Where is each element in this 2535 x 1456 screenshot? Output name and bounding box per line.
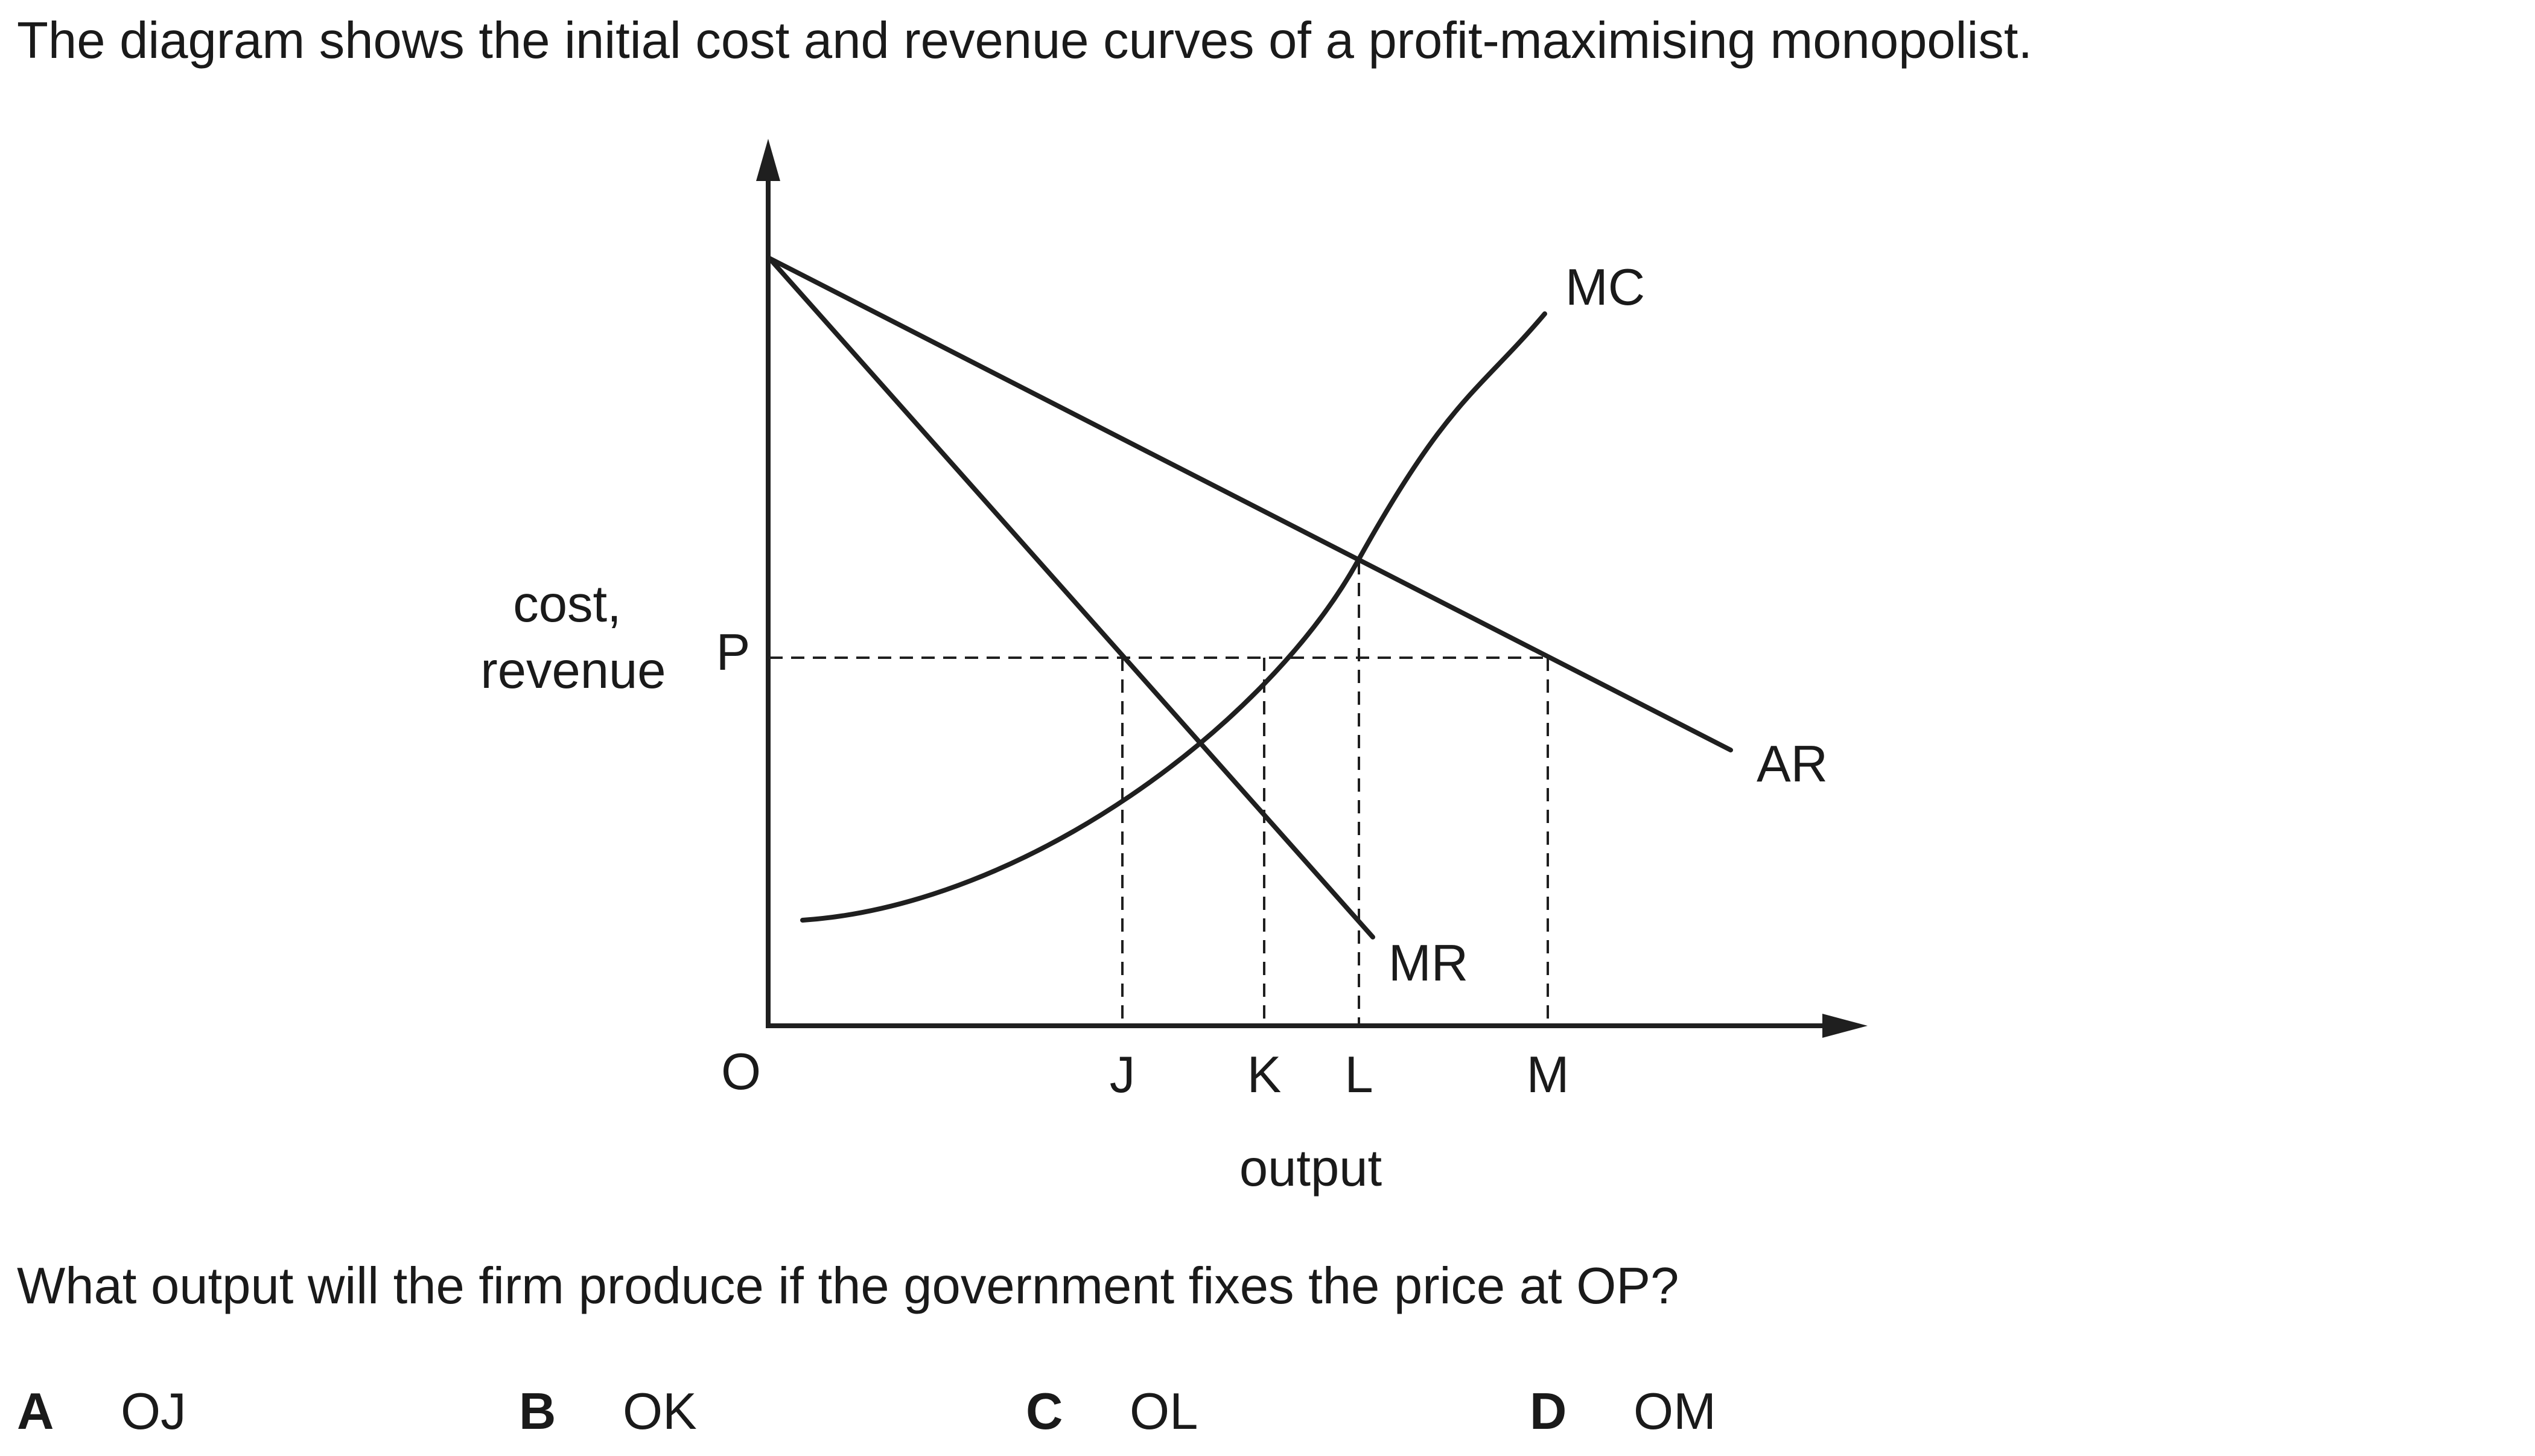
option-b[interactable]: B OK (519, 1376, 697, 1448)
mr-curve (767, 256, 1375, 939)
option-a[interactable]: A OJ (17, 1376, 186, 1448)
x-axis-label: output (1239, 1140, 1382, 1197)
x-point-l-label: L (1344, 1046, 1373, 1104)
option-d-answer: OM (1633, 1383, 1716, 1440)
price-label: P (716, 624, 751, 681)
x-axis-arrowhead (1822, 1014, 1868, 1038)
y-axis-label-line1: cost, (513, 576, 622, 633)
option-a-answer: OJ (121, 1383, 186, 1440)
x-point-k-label: K (1247, 1046, 1282, 1104)
x-point-j-label: J (1110, 1046, 1136, 1104)
x-point-m-label: M (1527, 1046, 1570, 1104)
option-c[interactable]: C OL (1026, 1376, 1198, 1448)
mc-curve-label: MC (1565, 259, 1645, 316)
answer-options: A OJ B OK C OL D OM (0, 1376, 2535, 1448)
option-b-answer: OK (623, 1383, 697, 1440)
option-c-letter: C (1026, 1383, 1063, 1440)
intro-text: The diagram shows the initial cost and r… (17, 12, 2033, 69)
option-a-letter: A (17, 1383, 54, 1440)
y-axis-arrowhead (756, 139, 780, 181)
option-d[interactable]: D OM (1530, 1376, 1716, 1448)
mr-curve-label: MR (1388, 935, 1468, 992)
mc-curve (800, 311, 1547, 923)
option-d-letter: D (1530, 1383, 1567, 1440)
y-axis-label-line2: revenue (480, 642, 666, 699)
origin-label: O (721, 1043, 761, 1101)
question-text: What output will the firm produce if the… (17, 1257, 1679, 1315)
option-c-answer: OL (1130, 1383, 1198, 1440)
ar-curve-label: AR (1757, 736, 1828, 793)
option-b-letter: B (519, 1383, 556, 1440)
ar-curve (767, 256, 1733, 752)
